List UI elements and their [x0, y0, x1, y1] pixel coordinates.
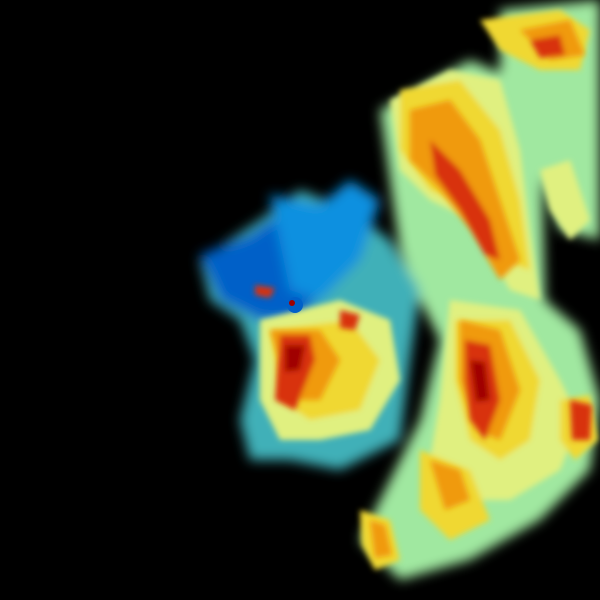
heavy-echo-layer — [255, 20, 592, 558]
echo-region — [540, 160, 590, 240]
echo-region — [570, 400, 592, 440]
radar-site-clutter — [287, 297, 303, 313]
echo-region — [255, 285, 275, 298]
echo-region — [370, 520, 392, 558]
echo-region — [430, 460, 470, 510]
echo-region — [430, 140, 500, 260]
echo-region — [470, 360, 490, 402]
echo-region — [270, 180, 380, 300]
echo-region — [289, 300, 295, 306]
echo-region — [285, 345, 305, 372]
echo-region — [530, 35, 565, 58]
echo-region — [287, 297, 303, 313]
echo-region — [340, 310, 360, 330]
